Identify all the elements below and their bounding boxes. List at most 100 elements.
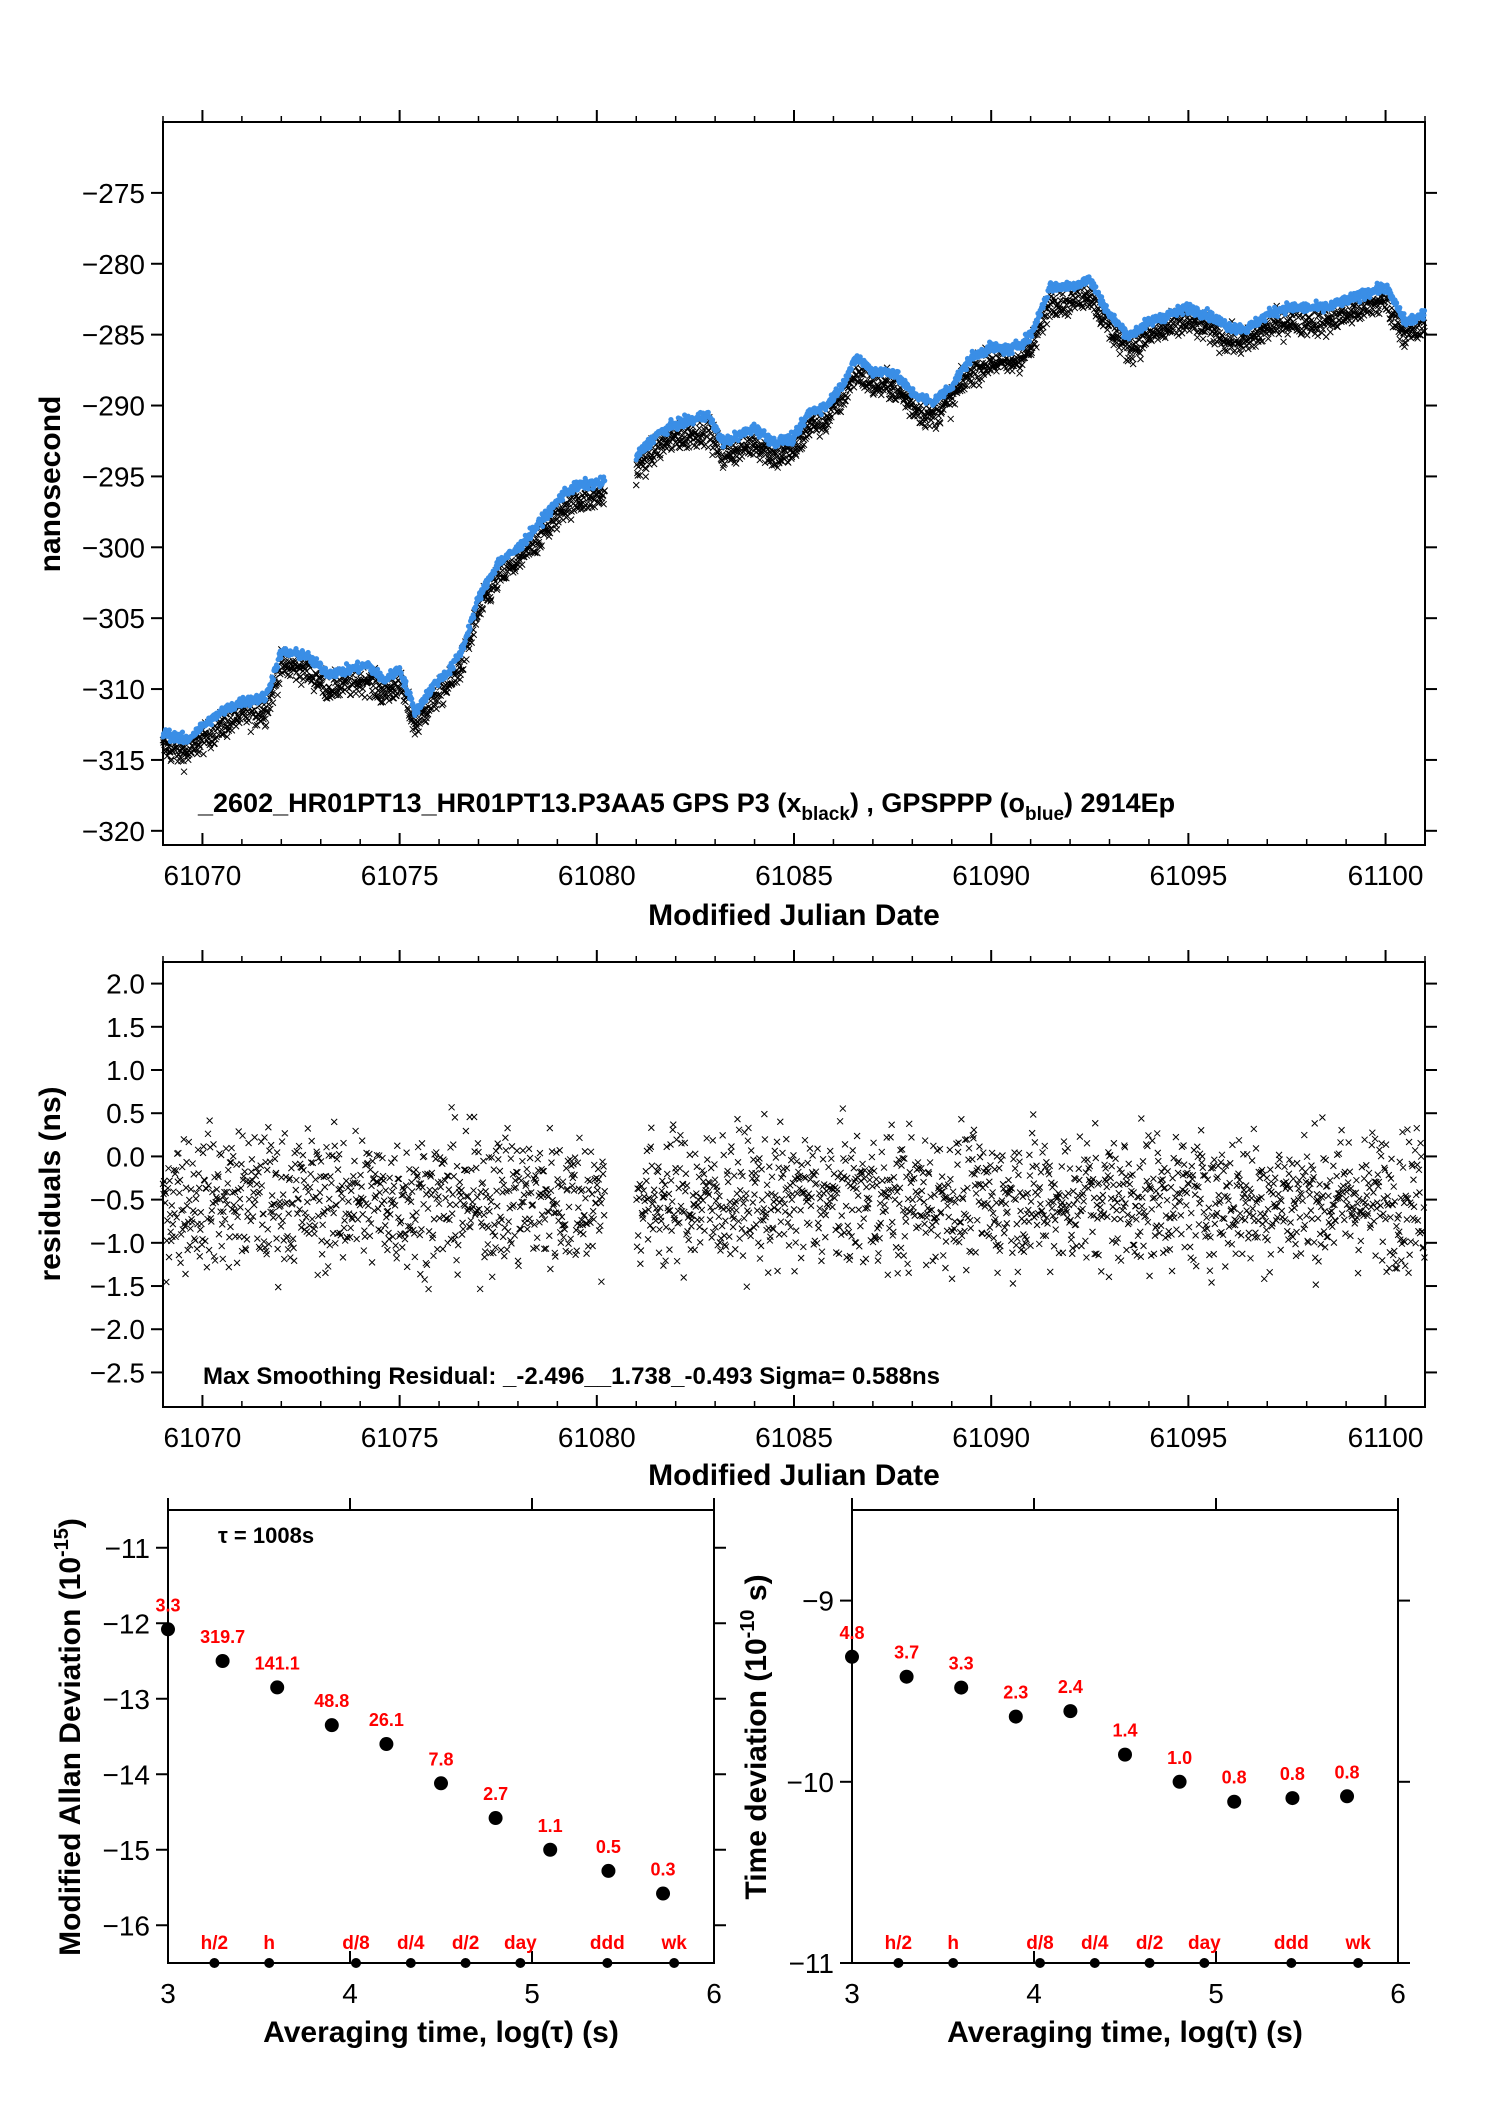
gps-p3-point [698, 432, 705, 439]
gps-p3-point [269, 699, 277, 707]
gps-p3-point [1314, 332, 1322, 340]
gps-p3-point [472, 621, 480, 628]
gps-p3-point [676, 444, 684, 452]
gpsppp-point [262, 696, 269, 702]
gps-p3-point [634, 472, 642, 479]
gps-p3-point [260, 715, 267, 723]
gps-p3-point [734, 448, 742, 456]
gps-p3-point [601, 487, 609, 494]
residual-point [179, 1226, 187, 1233]
gps-p3-point [1199, 335, 1207, 343]
residual-point [189, 1160, 196, 1167]
gps-p3-point [433, 705, 440, 713]
gps-p3-point [415, 728, 422, 736]
gps-p3-point [707, 436, 714, 444]
residual-point [201, 1237, 209, 1245]
gpsppp-point [471, 615, 477, 621]
gps-p3-point [385, 697, 393, 704]
gpsppp-point [1397, 304, 1403, 311]
gps-p3-point [518, 561, 526, 568]
gps-p3-point [404, 704, 411, 712]
gpsppp-point [848, 366, 854, 372]
gpsppp-point [1044, 294, 1051, 301]
y-tick-label: −300 [82, 532, 145, 563]
gps-p3-point [212, 735, 219, 743]
residual-point [162, 1278, 170, 1286]
gpsppp-point [354, 659, 361, 665]
gps-p3-point [167, 757, 175, 765]
gpsppp-point [270, 676, 277, 683]
phase-plot-frame [162, 121, 1426, 846]
residual-point [206, 1117, 213, 1124]
gps-p3-point [951, 400, 959, 408]
residual-point [177, 1231, 185, 1238]
gps-p3-point [1016, 364, 1024, 372]
residual-point [202, 1185, 210, 1193]
gps-p3-point [531, 549, 539, 557]
gpsppp-point [268, 682, 274, 688]
residual-point [183, 1158, 190, 1166]
phase-plot: 61070 61075 61080 61085 61090 61095 61100 −320… [34, 110, 1437, 932]
gps-p3-point [562, 514, 570, 521]
gpsppp-point [478, 596, 484, 602]
gpsppp-point [1038, 312, 1044, 318]
residual-point [164, 1217, 171, 1224]
residual-point [183, 1202, 191, 1210]
gpsppp-point [715, 427, 721, 433]
gps-p3-point [1175, 332, 1182, 340]
residual-point [185, 1196, 193, 1204]
gpsppp-point [967, 361, 973, 367]
gps-p3-point [516, 556, 523, 564]
gps-p3-point [366, 694, 374, 701]
gps-p3-point [211, 740, 218, 747]
gpsppp-point [651, 440, 657, 446]
gps-p3-point [523, 552, 531, 559]
y-tick-label: −305 [82, 603, 145, 634]
gps-p3-point [258, 710, 266, 718]
residual-point [205, 1246, 213, 1254]
gps-p3-point [468, 639, 476, 646]
gps-p3-point [642, 465, 650, 473]
gps-p3-point [844, 394, 851, 401]
gps-p3-point [546, 529, 554, 537]
x-tick-label: 61080 [558, 1422, 636, 1453]
gps-p3-point [274, 691, 281, 699]
gps-p3-point [1043, 320, 1051, 328]
gps-p3-point [180, 768, 188, 776]
gps-p3-point [947, 415, 955, 423]
gps-p3-point [247, 728, 255, 736]
gpsppp-point [963, 366, 970, 373]
residual-point [210, 1253, 218, 1260]
gps-p3-point [377, 698, 385, 706]
residual-point [195, 1170, 203, 1177]
residual-point [196, 1253, 204, 1260]
gps-p3-point [1326, 328, 1334, 336]
x-tick-label: 61075 [361, 1422, 439, 1453]
gps-p3-point [590, 496, 598, 504]
y-tick-label: 2.0 [106, 969, 145, 1000]
gpsppp-point [585, 486, 591, 492]
residual-point [197, 1208, 205, 1216]
gps-p3-point [599, 491, 607, 499]
gps-p3-point [195, 741, 203, 749]
residual-point [210, 1141, 217, 1148]
gps-p3-point [561, 509, 569, 516]
x-tick-label: 61085 [755, 1422, 833, 1453]
gpsppp-point [1026, 338, 1033, 344]
gps-p3-point [529, 548, 537, 556]
gpsppp-point [318, 661, 324, 667]
gps-p3-point [359, 685, 367, 693]
gps-p3-point [534, 549, 541, 557]
gps-p3-point [357, 676, 365, 684]
gps-p3-point [784, 459, 792, 466]
gps-p3-point [1129, 360, 1137, 368]
gps-p3-point [525, 551, 533, 558]
y-tick-label: −1.0 [90, 1228, 145, 1259]
residual-point [176, 1189, 183, 1197]
y-tick-label: −0.5 [90, 1185, 145, 1216]
gps-p3-point [668, 446, 675, 453]
y-tick-label: −310 [82, 674, 145, 705]
gps-p3-point [334, 692, 342, 699]
gps-p3-point [324, 689, 332, 697]
gps-p3-point [642, 473, 650, 481]
